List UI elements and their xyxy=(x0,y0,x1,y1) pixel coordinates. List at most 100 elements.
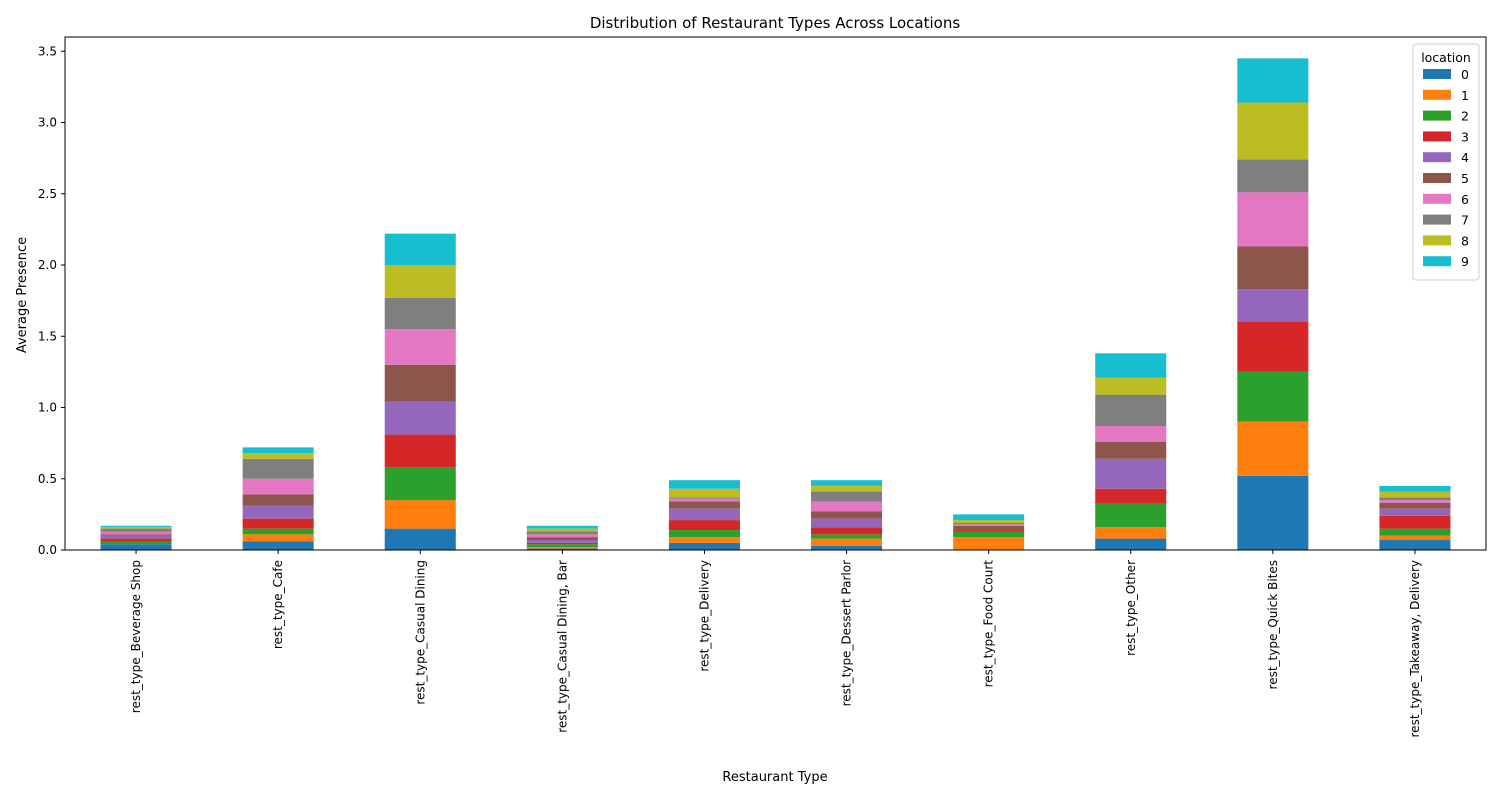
bar-segment-3-1 xyxy=(526,547,598,549)
y-tick-label: 0.5 xyxy=(38,472,57,486)
bar-segment-4-4 xyxy=(668,508,740,521)
bar-segment-1-0 xyxy=(242,541,314,550)
x-tick-label: rest_type_Other xyxy=(1124,560,1138,656)
legend-swatch-8 xyxy=(1423,235,1451,246)
legend-swatch-2 xyxy=(1423,110,1451,121)
bar-segment-9-5 xyxy=(1379,502,1451,509)
bar-segment-4-6 xyxy=(668,498,740,502)
bar-segment-6-6 xyxy=(953,524,1025,526)
y-tick-label: 2.5 xyxy=(38,187,57,201)
plot-frame xyxy=(64,36,1487,551)
legend-label-6: 6 xyxy=(1461,192,1469,207)
bar-segment-3-4 xyxy=(526,540,598,543)
bar-segment-0-3 xyxy=(100,538,172,542)
bar-segment-3-5 xyxy=(526,537,598,541)
bar-segment-0-9 xyxy=(100,525,172,528)
y-tick-label: 1.5 xyxy=(38,329,57,343)
bar-segment-2-5 xyxy=(384,364,456,402)
bar-segment-1-6 xyxy=(242,478,314,495)
legend-label-2: 2 xyxy=(1461,109,1469,124)
bar-segment-2-9 xyxy=(384,233,456,265)
x-tick-label: rest_type_Beverage Shop xyxy=(129,560,143,713)
bar-segment-9-8 xyxy=(1379,491,1451,498)
bar-segment-5-9 xyxy=(811,480,883,486)
bar-segment-6-5 xyxy=(953,525,1025,531)
x-tick-label: rest_type_Casual Dining, Bar xyxy=(555,560,569,733)
bar-segment-8-1 xyxy=(1237,421,1309,476)
bar-segment-6-7 xyxy=(953,522,1025,525)
bar-segment-4-2 xyxy=(668,530,740,538)
x-tick-label: rest_type_Takeaway, Delivery xyxy=(1408,560,1422,737)
bar-segment-5-6 xyxy=(811,501,883,512)
legend-swatch-0 xyxy=(1423,69,1451,79)
bar-segment-3-7 xyxy=(526,531,598,535)
bar-segment-5-4 xyxy=(811,518,883,528)
bar-segment-5-1 xyxy=(811,538,883,546)
legend-label-8: 8 xyxy=(1461,233,1469,248)
bar-segment-8-7 xyxy=(1237,159,1309,193)
bar-segment-8-8 xyxy=(1237,102,1309,160)
bar-segment-0-7 xyxy=(100,528,172,532)
legend-swatch-9 xyxy=(1423,256,1451,267)
legend-label-0: 0 xyxy=(1461,67,1469,82)
bar-segment-2-8 xyxy=(384,265,456,298)
bar-segment-6-2 xyxy=(953,531,1025,538)
bar-segment-9-0 xyxy=(1379,540,1451,550)
x-tick-label: rest_type_Casual Dining xyxy=(413,560,427,705)
bar-segment-4-9 xyxy=(668,480,740,489)
bar-segment-7-5 xyxy=(1095,441,1167,459)
legend-label-9: 9 xyxy=(1461,254,1469,269)
bars-layer xyxy=(100,58,1451,551)
bar-segment-0-8 xyxy=(100,527,172,529)
bar-segment-9-4 xyxy=(1379,508,1451,516)
x-tick-label: rest_type_Delivery xyxy=(697,560,711,672)
bar-segment-3-6 xyxy=(526,534,598,538)
y-axis-label: Average Presence xyxy=(15,237,30,353)
x-tick-label: rest_type_Food Court xyxy=(982,560,996,688)
bar-segment-4-3 xyxy=(668,520,740,531)
axes-layer: 0.0 0.5 1.0 1.5 2.0 2.5 3.0 3.5 rest_type_Bevera… xyxy=(38,36,1487,737)
bar-segment-8-4 xyxy=(1237,289,1309,322)
bar-segment-7-2 xyxy=(1095,502,1167,528)
bar-segment-6-9 xyxy=(953,514,1025,521)
bar-segment-9-1 xyxy=(1379,535,1451,541)
bar-segment-9-3 xyxy=(1379,515,1451,529)
bar-segment-6-8 xyxy=(953,520,1025,523)
bar-segment-7-3 xyxy=(1095,488,1167,503)
bar-segment-8-3 xyxy=(1237,322,1309,372)
bar-segment-4-0 xyxy=(668,542,740,551)
bar-segment-1-9 xyxy=(242,447,314,454)
bar-segment-1-2 xyxy=(242,528,314,535)
legend-swatch-4 xyxy=(1423,152,1451,163)
bar-segment-2-1 xyxy=(384,500,456,529)
bar-segment-0-6 xyxy=(100,531,172,535)
bar-segment-2-4 xyxy=(384,401,456,435)
legend-label-1: 1 xyxy=(1461,88,1469,103)
bar-segment-1-4 xyxy=(242,505,314,519)
bar-segment-6-1 xyxy=(953,537,1025,550)
legend-swatch-1 xyxy=(1423,89,1451,100)
bar-segment-0-0 xyxy=(100,544,172,550)
bar-segment-3-2 xyxy=(526,544,598,548)
legend-label-5: 5 xyxy=(1461,171,1469,186)
y-tick-label: 1.0 xyxy=(38,401,57,415)
bar-segment-2-2 xyxy=(384,467,456,501)
chart-title: Distribution of Restaurant Types Across … xyxy=(590,14,961,32)
bar-segment-1-7 xyxy=(242,458,314,479)
legend-label-3: 3 xyxy=(1461,129,1469,144)
bar-segment-3-3 xyxy=(526,542,598,545)
bar-segment-6-3 xyxy=(953,530,1025,532)
bar-segment-8-2 xyxy=(1237,371,1309,422)
bar-segment-1-1 xyxy=(242,534,314,542)
x-axis-label: Restaurant Type xyxy=(722,770,827,785)
bar-segment-2-0 xyxy=(384,528,456,551)
legend-title: location xyxy=(1421,50,1471,65)
x-tick-label: rest_type_Cafe xyxy=(271,560,285,649)
legend-label-4: 4 xyxy=(1461,150,1469,165)
bar-segment-3-0 xyxy=(526,548,598,550)
y-tick-label: 2.0 xyxy=(38,258,57,272)
bar-segment-1-8 xyxy=(242,453,314,459)
legend-swatch-7 xyxy=(1423,214,1451,225)
